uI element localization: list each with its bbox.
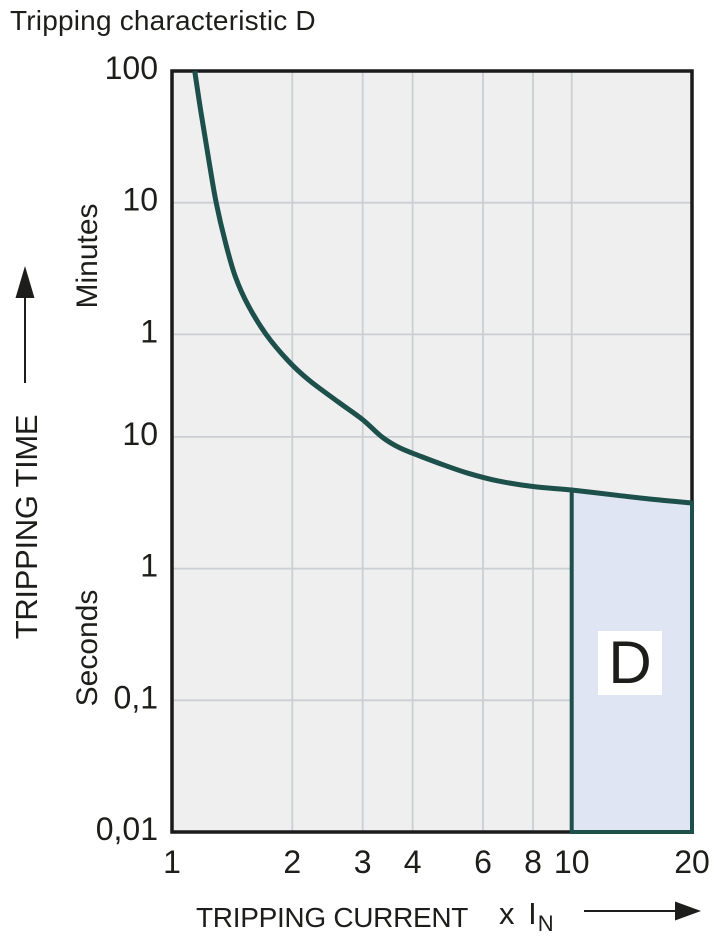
y-tick-label: 100 <box>105 50 158 86</box>
x-tick-label: 8 <box>524 844 542 880</box>
x-tick-label: 20 <box>674 844 710 880</box>
y-tick-label: 0,01 <box>96 811 158 847</box>
trip-curve-line <box>192 70 693 506</box>
y-tick-label: 1 <box>140 548 158 584</box>
x-axis-unit-subscript: N <box>537 911 554 936</box>
region-label: D <box>608 629 652 696</box>
plot-border <box>170 69 694 834</box>
y-tick-labels: 100 10 1 10 1 0,1 0,01 <box>96 50 158 847</box>
plot-frame <box>170 69 694 834</box>
x-axis-unit: x IN <box>499 896 554 937</box>
x-tick-label: 2 <box>283 844 301 880</box>
x-axis-right-arrow-icon <box>584 901 701 921</box>
x-axis-unit-prefix: x I <box>499 896 537 931</box>
y-axis-title: TRIPPING TIME <box>9 414 44 640</box>
trip-curve <box>192 70 693 506</box>
region-label-box: D <box>598 631 662 695</box>
y-tick-label: 10 <box>122 182 158 218</box>
y-axis-unit-minutes: Minutes <box>71 203 104 309</box>
y-tick-label: 10 <box>122 416 158 452</box>
x-axis-title: TRIPPING CURRENT <box>196 902 469 933</box>
x-tick-label: 6 <box>474 844 492 880</box>
y-tick-label: 0,1 <box>114 679 158 715</box>
x-tick-label: 1 <box>163 844 181 880</box>
x-tick-label: 10 <box>554 844 590 880</box>
y-axis-unit-seconds: Seconds <box>71 589 104 707</box>
x-tick-labels: 1 2 3 4 6 8 10 20 <box>163 844 710 880</box>
x-tick-label: 4 <box>404 844 422 880</box>
x-tick-label: 3 <box>354 844 372 880</box>
chart-title: Tripping characteristic D <box>10 5 316 36</box>
y-tick-label: 1 <box>140 313 158 349</box>
y-axis-up-arrow-icon <box>15 266 35 383</box>
